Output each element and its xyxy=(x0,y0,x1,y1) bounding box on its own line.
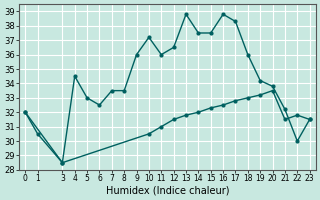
X-axis label: Humidex (Indice chaleur): Humidex (Indice chaleur) xyxy=(106,186,229,196)
